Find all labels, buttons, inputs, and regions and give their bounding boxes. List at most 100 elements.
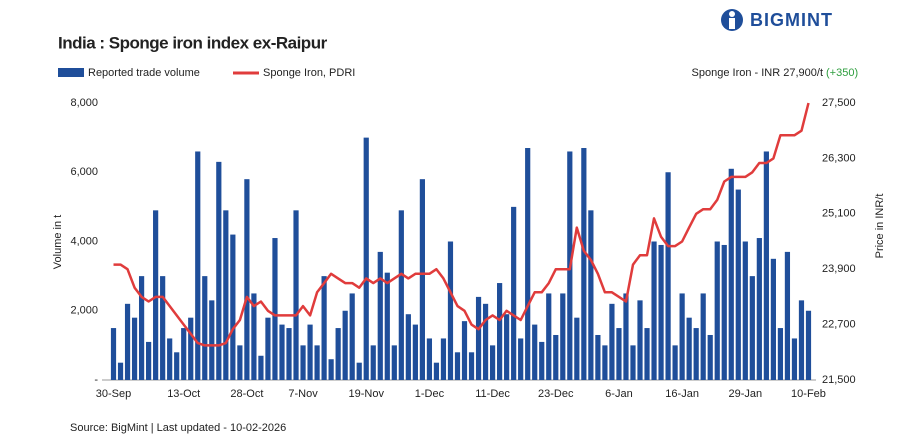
bar bbox=[412, 324, 418, 380]
x-tick-label: 28-Oct bbox=[230, 388, 263, 400]
bar bbox=[146, 341, 152, 380]
bar bbox=[693, 328, 699, 380]
bar bbox=[398, 210, 404, 380]
bar bbox=[770, 258, 776, 380]
bar bbox=[588, 210, 594, 380]
bar bbox=[230, 234, 236, 380]
bar bbox=[560, 293, 566, 380]
bar bbox=[742, 241, 748, 380]
bar bbox=[777, 328, 784, 380]
bar bbox=[131, 317, 138, 380]
x-tick-label: 23-Dec bbox=[538, 388, 574, 400]
bar bbox=[300, 345, 306, 380]
x-tick-label: 16-Jan bbox=[665, 388, 699, 400]
y2-tick-label: 26,300 bbox=[822, 152, 856, 164]
bar bbox=[637, 300, 643, 380]
bar bbox=[216, 161, 222, 380]
y2-tick-label: 22,700 bbox=[822, 319, 856, 331]
bar bbox=[160, 276, 166, 380]
bar bbox=[321, 276, 327, 380]
logo: BIGMINT bbox=[721, 9, 832, 31]
legend-label: Reported trade volume bbox=[88, 67, 200, 79]
bar bbox=[665, 172, 671, 380]
y-tick-label: - bbox=[94, 374, 98, 386]
bar bbox=[188, 317, 194, 380]
y-tick-label: 2,000 bbox=[70, 305, 98, 317]
bar bbox=[763, 151, 769, 380]
bar bbox=[174, 352, 180, 380]
bar bbox=[630, 345, 636, 380]
x-tick-label: 11-Dec bbox=[475, 388, 510, 400]
source: Source: BigMint | Last updated - 10-02-2… bbox=[70, 422, 286, 434]
x-tick-label: 13-Oct bbox=[167, 388, 200, 400]
x-tick-label: 6-Jan bbox=[605, 388, 633, 400]
y-tick-label: 4,000 bbox=[70, 235, 98, 247]
bar bbox=[279, 324, 285, 380]
bar bbox=[391, 345, 397, 380]
y-axis-title: Volume in t bbox=[52, 215, 64, 269]
bar bbox=[539, 341, 545, 380]
bar bbox=[209, 300, 215, 380]
x-tick-label: 1-Dec bbox=[415, 388, 445, 400]
bar bbox=[714, 241, 720, 380]
bar bbox=[272, 238, 278, 380]
bar bbox=[307, 324, 313, 380]
bar bbox=[651, 241, 657, 380]
chart-title: India : Sponge iron index ex-Raipur bbox=[58, 33, 328, 52]
bar bbox=[482, 303, 489, 380]
y-tick-label: 6,000 bbox=[70, 166, 98, 178]
bar bbox=[138, 276, 145, 380]
bar bbox=[223, 210, 229, 380]
bar bbox=[461, 321, 468, 380]
bar bbox=[237, 345, 243, 380]
bar bbox=[602, 345, 608, 380]
bar bbox=[433, 362, 440, 380]
bar bbox=[489, 345, 496, 380]
bar bbox=[110, 328, 117, 380]
bar bbox=[805, 310, 812, 380]
legend-label: Sponge Iron, PDRI bbox=[263, 67, 355, 79]
y2-tick-label: 21,500 bbox=[822, 374, 856, 386]
bar bbox=[440, 338, 447, 380]
bar bbox=[791, 338, 798, 380]
bar bbox=[124, 303, 131, 380]
y2-tick-label: 27,500 bbox=[822, 97, 856, 109]
bar bbox=[181, 328, 187, 380]
bar bbox=[616, 328, 622, 380]
bar bbox=[314, 345, 320, 380]
bar bbox=[370, 345, 376, 380]
bar bbox=[504, 314, 510, 380]
bar bbox=[349, 293, 355, 380]
bar bbox=[700, 293, 706, 380]
bar bbox=[721, 244, 727, 380]
bar bbox=[454, 352, 461, 380]
bar bbox=[525, 148, 531, 380]
bar bbox=[497, 283, 503, 380]
bar bbox=[251, 293, 257, 380]
bar bbox=[546, 293, 552, 380]
bar bbox=[475, 296, 482, 380]
bar bbox=[623, 293, 629, 380]
bar bbox=[595, 334, 601, 380]
legend-swatch-bar bbox=[58, 68, 84, 77]
bar bbox=[609, 303, 615, 380]
bar bbox=[756, 238, 762, 380]
bar bbox=[363, 137, 369, 380]
bar bbox=[426, 338, 433, 380]
bar bbox=[335, 328, 341, 380]
bar bbox=[574, 317, 580, 380]
bar bbox=[784, 251, 791, 380]
bar bbox=[167, 338, 173, 380]
bar bbox=[553, 334, 559, 380]
bar bbox=[377, 251, 383, 380]
y2-axis-title: Price in INR/t bbox=[874, 194, 886, 259]
bar bbox=[798, 300, 805, 380]
price-note: Sponge Iron - INR 27,900/t bbox=[692, 67, 823, 79]
price-change: (+350) bbox=[826, 67, 858, 79]
bar bbox=[356, 362, 362, 380]
bar bbox=[447, 241, 454, 380]
bar bbox=[644, 328, 650, 380]
bar bbox=[286, 328, 292, 380]
bar bbox=[707, 334, 713, 380]
